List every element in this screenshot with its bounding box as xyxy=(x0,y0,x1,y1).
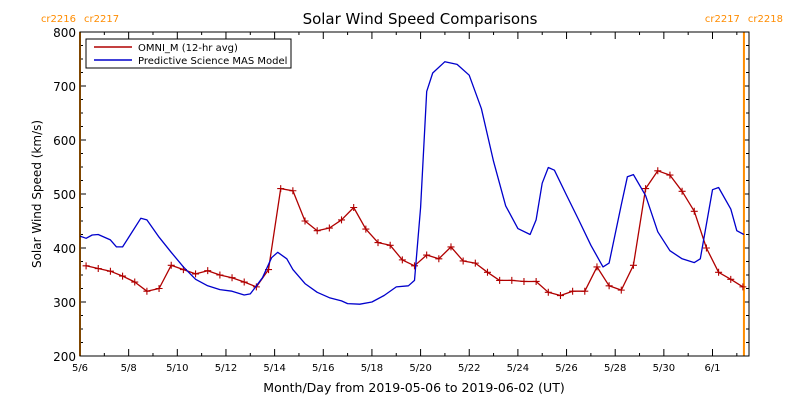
data-point-marker xyxy=(155,285,163,292)
y-tick-label: 300 xyxy=(53,296,76,310)
data-point-marker xyxy=(459,257,467,265)
data-point-marker xyxy=(277,185,285,193)
data-point-marker xyxy=(131,278,139,286)
data-point-marker xyxy=(556,292,564,300)
data-point-marker xyxy=(569,287,577,295)
x-tick-label: 5/12 xyxy=(215,363,237,374)
data-point-marker xyxy=(143,287,151,295)
data-point-marker xyxy=(532,277,540,285)
chart-title: Solar Wind Speed Comparisons xyxy=(303,10,538,28)
x-tick-label: 5/10 xyxy=(166,363,188,374)
x-tick-label: 5/16 xyxy=(312,363,334,374)
x-tick-label: 6/1 xyxy=(704,363,720,374)
data-point-marker xyxy=(520,277,528,285)
y-tick-label: 400 xyxy=(53,242,76,256)
data-point-marker xyxy=(727,275,735,283)
series-line-mas xyxy=(79,61,745,305)
data-point-marker xyxy=(192,270,200,278)
data-point-marker xyxy=(398,256,406,264)
data-point-marker xyxy=(642,185,650,193)
data-point-marker xyxy=(313,227,321,235)
data-point-marker xyxy=(204,267,212,275)
data-point-marker xyxy=(338,216,346,224)
axis-ticks: 200 300 400 500 600 700 800 5/6 5/8 5/10 5/12 5/14 5… xyxy=(53,26,749,374)
y-axis-label: Solar Wind Speed (km/s) xyxy=(30,120,44,268)
data-series xyxy=(79,61,747,305)
data-point-marker xyxy=(715,268,723,276)
data-point-marker xyxy=(435,255,443,263)
y-tick-label: 800 xyxy=(53,26,76,40)
data-point-marker xyxy=(386,241,394,249)
data-point-marker xyxy=(289,187,297,195)
legend-label-mas: Predictive Science MAS Model xyxy=(138,56,287,67)
data-point-marker xyxy=(106,267,114,275)
data-point-marker xyxy=(411,262,418,270)
data-point-marker xyxy=(605,282,613,290)
rotation-label-right: cr2218 xyxy=(748,14,783,25)
x-tick-label: 5/6 xyxy=(72,363,88,374)
data-point-marker xyxy=(94,265,102,273)
data-point-marker xyxy=(167,261,175,269)
x-tick-label: 5/18 xyxy=(361,363,383,374)
data-point-marker xyxy=(581,287,589,295)
data-point-marker xyxy=(362,225,370,233)
x-tick-label: 5/30 xyxy=(653,363,675,374)
y-tick-label: 700 xyxy=(53,80,76,94)
x-tick-label: 5/22 xyxy=(458,363,480,374)
data-point-marker xyxy=(593,263,601,271)
rotation-label-left: cr2217 xyxy=(705,14,740,25)
data-point-marker xyxy=(240,278,248,286)
legend-label-omni: OMNI_M (12-hr avg) xyxy=(138,43,238,54)
data-point-marker xyxy=(702,244,710,252)
rotation-label-left: cr2216 xyxy=(41,14,76,25)
x-tick-label: 5/8 xyxy=(121,363,137,374)
data-point-marker xyxy=(216,271,224,279)
data-point-marker xyxy=(82,262,90,270)
data-point-marker xyxy=(228,274,236,282)
data-point-marker xyxy=(119,272,127,280)
data-point-marker xyxy=(447,243,455,251)
legend: OMNI_M (12-hr avg) Predictive Science MA… xyxy=(85,38,292,69)
x-axis-label: Month/Day from 2019-05-06 to 2019-06-02 … xyxy=(263,380,564,395)
x-tick-label: 5/28 xyxy=(604,363,626,374)
data-point-marker xyxy=(544,288,552,296)
data-point-marker xyxy=(654,167,662,175)
data-point-marker xyxy=(374,239,382,247)
x-tick-label: 5/26 xyxy=(555,363,577,374)
x-tick-label: 5/14 xyxy=(263,363,285,374)
x-tick-label: 5/20 xyxy=(409,363,431,374)
data-point-marker xyxy=(678,187,686,195)
y-tick-label: 600 xyxy=(53,134,76,148)
data-point-marker xyxy=(350,204,358,211)
data-point-marker xyxy=(690,207,698,215)
data-point-marker xyxy=(739,283,747,291)
legend-box xyxy=(85,38,292,69)
data-point-marker xyxy=(301,217,309,225)
y-tick-label: 200 xyxy=(53,350,76,364)
plot-frame xyxy=(79,31,750,357)
data-point-marker xyxy=(629,261,637,269)
y-tick-label: 500 xyxy=(53,188,76,202)
data-point-marker xyxy=(617,286,625,294)
rotation-label-right: cr2217 xyxy=(84,14,119,25)
x-tick-label: 5/24 xyxy=(507,363,529,374)
data-point-marker xyxy=(666,171,674,179)
data-point-marker xyxy=(471,259,479,267)
data-point-marker xyxy=(496,276,504,284)
data-point-marker xyxy=(423,251,431,259)
data-point-marker xyxy=(483,268,491,276)
data-point-marker xyxy=(325,224,333,232)
data-point-marker xyxy=(508,276,516,284)
